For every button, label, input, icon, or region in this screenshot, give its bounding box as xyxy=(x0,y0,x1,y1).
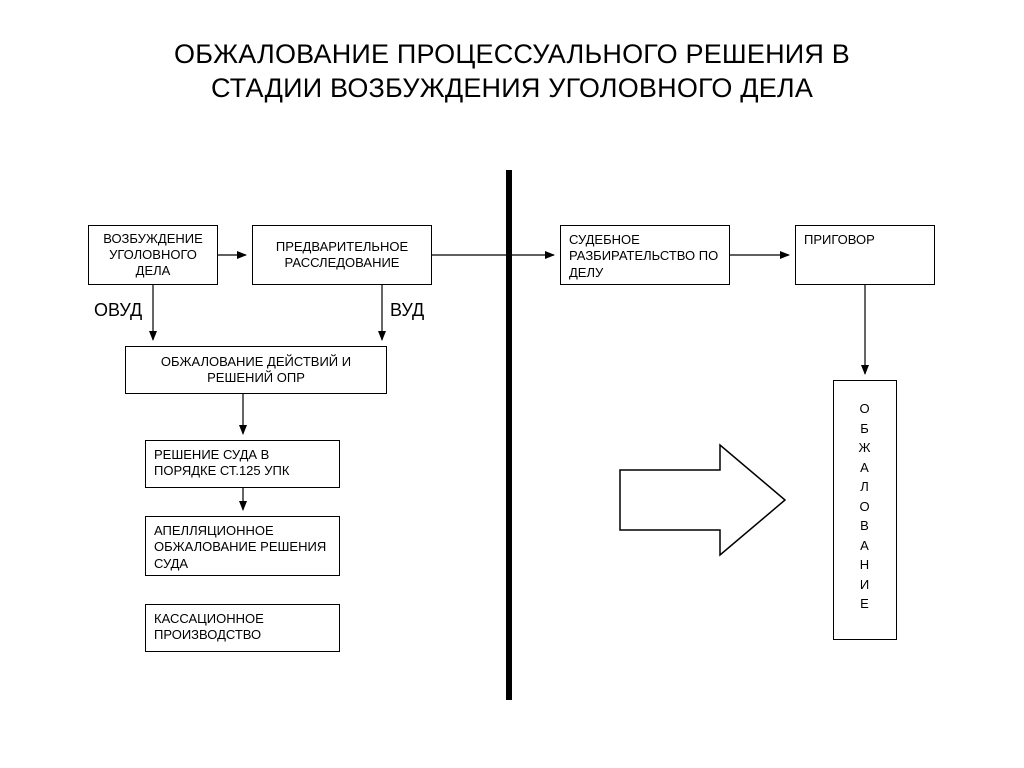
node-initiation: ВОЗБУЖДЕНИЕ УГОЛОВНОГО ДЕЛА xyxy=(88,225,218,285)
big-arrow-icon xyxy=(620,445,785,555)
node-court-decision-125: РЕШЕНИЕ СУДА В ПОРЯДКЕ СТ.125 УПК xyxy=(145,440,340,488)
diagram-canvas: ОБЖАЛОВАНИЕ ПРОЦЕССУАЛЬНОГО РЕШЕНИЯ В СТ… xyxy=(0,0,1024,768)
node-cassation: КАССАЦИОННОЕ ПРОИЗВОДСТВО xyxy=(145,604,340,652)
node-cassation-label: КАССАЦИОННОЕ ПРОИЗВОДСТВО xyxy=(154,611,331,644)
node-court-decision-125-label: РЕШЕНИЕ СУДА В ПОРЯДКЕ СТ.125 УПК xyxy=(154,447,331,480)
node-appeal-vertical: О Б Ж А Л О В А Н И Е xyxy=(833,380,897,640)
title-line-2: СТАДИИ ВОЗБУЖДЕНИЯ УГОЛОВНОГО ДЕЛА xyxy=(211,73,813,103)
node-appellate-appeal-label: АПЕЛЛЯЦИОННОЕ ОБЖАЛОВАНИЕ РЕШЕНИЯ СУДА xyxy=(154,523,331,572)
node-preliminary-investigation: ПРЕДВАРИТЕЛЬНОЕ РАССЛЕДОВАНИЕ xyxy=(252,225,432,285)
node-verdict-label: ПРИГОВОР xyxy=(804,232,875,248)
title-line-1: ОБЖАЛОВАНИЕ ПРОЦЕССУАЛЬНОГО РЕШЕНИЯ В xyxy=(174,39,850,69)
label-ovud: ОВУД xyxy=(94,300,142,321)
page-title: ОБЖАЛОВАНИЕ ПРОЦЕССУАЛЬНОГО РЕШЕНИЯ В СТ… xyxy=(0,38,1024,106)
node-appeal-actions-opr-label: ОБЖАЛОВАНИЕ ДЕЙСТВИЙ И РЕШЕНИЙ ОПР xyxy=(134,354,378,387)
node-verdict: ПРИГОВОР xyxy=(795,225,935,285)
node-preliminary-investigation-label: ПРЕДВАРИТЕЛЬНОЕ РАССЛЕДОВАНИЕ xyxy=(261,239,423,272)
node-appellate-appeal: АПЕЛЛЯЦИОННОЕ ОБЖАЛОВАНИЕ РЕШЕНИЯ СУДА xyxy=(145,516,340,576)
node-court-proceedings: СУДЕБНОЕ РАЗБИРАТЕЛЬСТВО ПО ДЕЛУ xyxy=(560,225,730,285)
node-appeal-actions-opr: ОБЖАЛОВАНИЕ ДЕЙСТВИЙ И РЕШЕНИЙ ОПР xyxy=(125,346,387,394)
node-court-proceedings-label: СУДЕБНОЕ РАЗБИРАТЕЛЬСТВО ПО ДЕЛУ xyxy=(569,232,721,281)
label-vud: ВУД xyxy=(390,300,424,321)
node-initiation-label: ВОЗБУЖДЕНИЕ УГОЛОВНОГО ДЕЛА xyxy=(97,231,209,280)
